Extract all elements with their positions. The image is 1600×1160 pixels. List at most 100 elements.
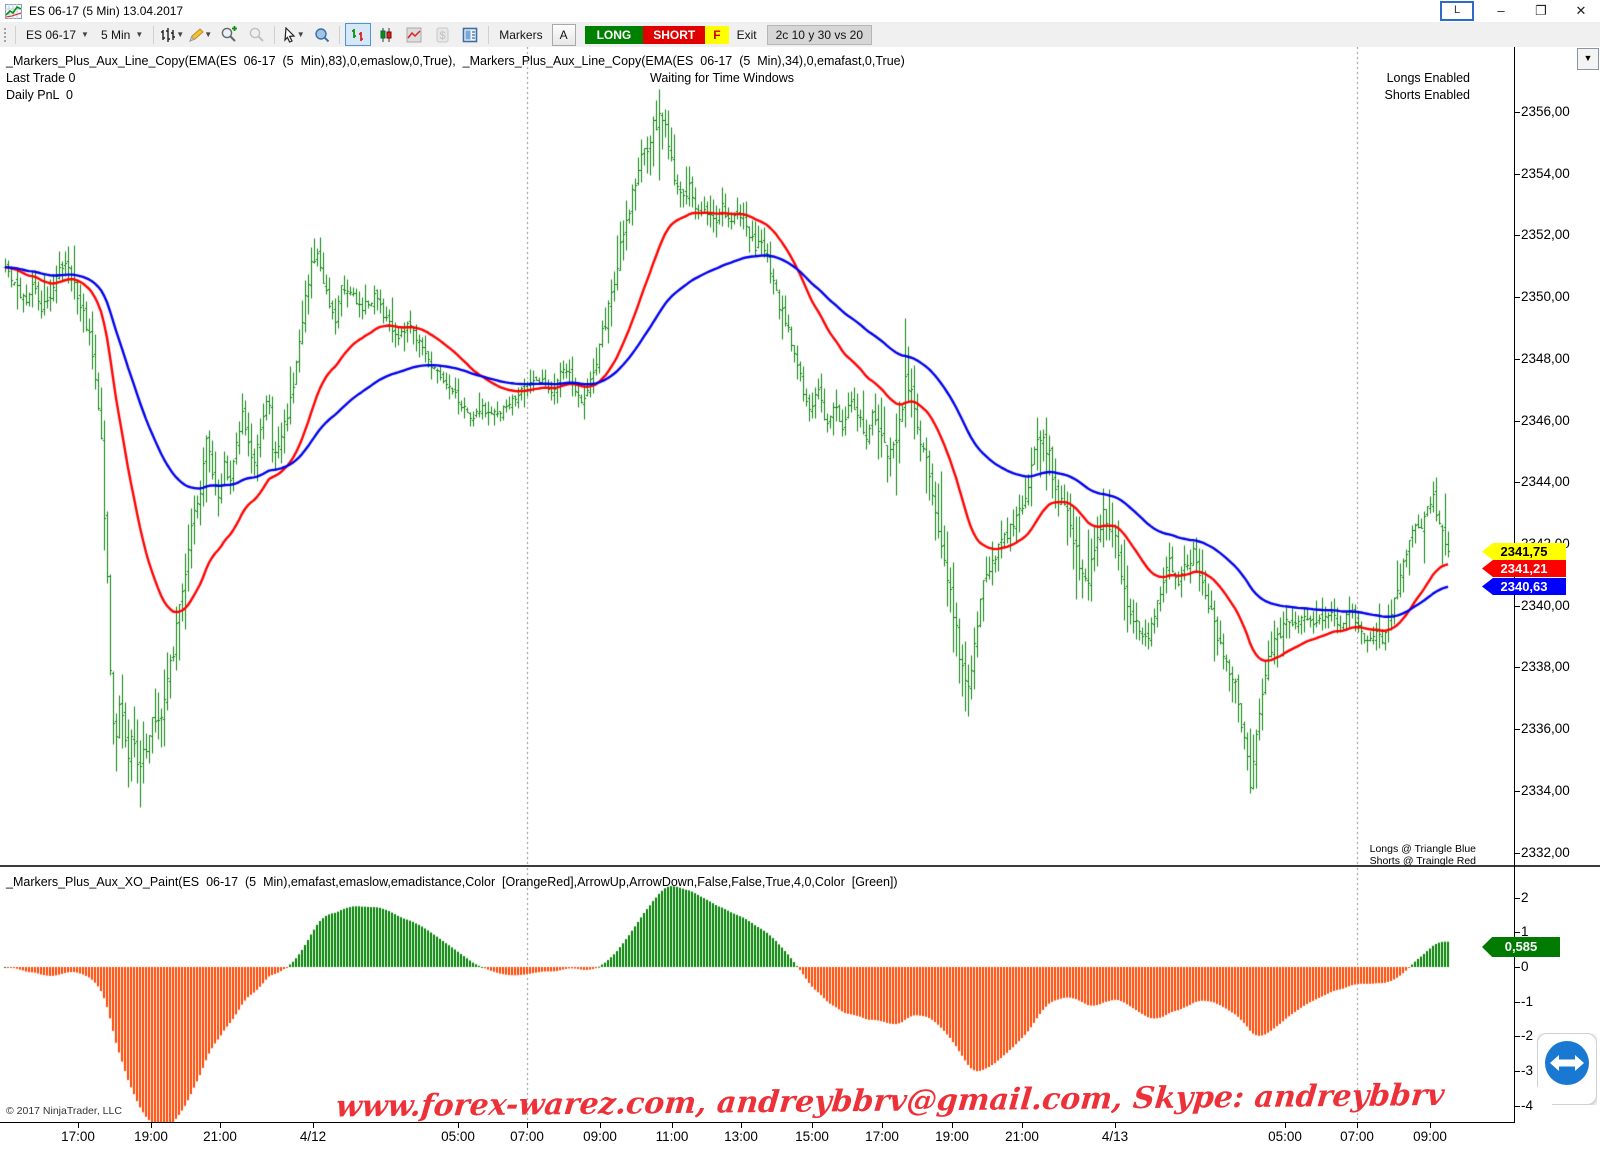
time-tick — [151, 1123, 152, 1128]
osc-tick — [1514, 1071, 1520, 1072]
legend-shorts: Shorts @ Traingle Red — [1369, 855, 1476, 867]
price-tick — [1514, 421, 1520, 422]
time-label: 13:00 — [724, 1129, 758, 1144]
osc-tick-label: 1 — [1521, 924, 1529, 939]
price-tick — [1514, 729, 1520, 730]
oscillator-panel[interactable] — [0, 868, 1514, 1122]
time-tick — [812, 1123, 813, 1128]
bar-style-icon — [161, 27, 176, 42]
time-tick — [882, 1123, 883, 1128]
chart-style-line-icon — [406, 27, 422, 42]
osc-tick-label: -1 — [1521, 994, 1534, 1009]
time-tick — [78, 1123, 79, 1128]
time-label: 07:00 — [1340, 1129, 1374, 1144]
interval-label: 5 Min — [100, 27, 131, 42]
time-label: 09:00 — [583, 1129, 617, 1144]
minimize-button[interactable]: – — [1497, 3, 1505, 18]
teamviewer-badge[interactable] — [1537, 1033, 1597, 1105]
osc-tick-label: 0 — [1521, 959, 1529, 974]
price-tick — [1514, 482, 1520, 483]
price-tick-label: 2352,00 — [1521, 227, 1570, 242]
separator — [339, 25, 341, 44]
price-tick-label: 2344,00 — [1521, 474, 1570, 489]
indicator-label-main: _Markers_Plus_Aux_Line_Copy(EMA(ES 06-17… — [6, 54, 905, 68]
instrument-dropdown[interactable]: ES 06-17 ▼ — [20, 26, 95, 44]
time-tick — [1430, 1123, 1431, 1128]
chart-style-bars-button[interactable] — [345, 23, 372, 46]
separator — [488, 25, 490, 44]
shorts-enabled-label: Shorts Enabled — [1384, 88, 1470, 102]
time-tick — [313, 1123, 314, 1128]
exit-label[interactable]: Exit — [736, 27, 757, 42]
separator — [15, 25, 16, 44]
zoom-out-button[interactable] — [243, 23, 269, 46]
price-tick — [1514, 667, 1520, 668]
short-button[interactable]: SHORT — [643, 25, 706, 44]
chart-style-candles-button[interactable] — [373, 23, 399, 46]
time-label: 21:00 — [203, 1129, 237, 1144]
price-tick-label: 2340,00 — [1521, 598, 1570, 613]
properties-button[interactable] — [457, 23, 483, 46]
window-title: ES 06-17 (5 Min) 13.04.2017 — [29, 4, 184, 18]
chart-style-candles-icon — [380, 27, 392, 42]
price-tick — [1514, 791, 1520, 792]
osc-tick — [1514, 967, 1520, 968]
price-tick-label: 2354,00 — [1521, 166, 1570, 181]
cursor-tool-button[interactable]: ▼ — [280, 23, 306, 46]
long-button[interactable]: LONG — [584, 25, 644, 44]
time-label: 21:00 — [1005, 1129, 1039, 1144]
chart-scroll-down-button[interactable]: ▼ — [1577, 48, 1599, 70]
price-tick-label: 2350,00 — [1521, 289, 1570, 304]
cursor-icon — [284, 26, 296, 43]
time-tick — [458, 1123, 459, 1128]
price-marker-last-price: 2341,75 — [1482, 543, 1566, 560]
restore-button[interactable]: ❐ — [1535, 3, 1547, 18]
chart-style-line-button[interactable] — [401, 23, 427, 46]
time-tick — [527, 1123, 528, 1128]
osc-tick — [1514, 1002, 1520, 1003]
osc-tick-label: -4 — [1521, 1098, 1534, 1113]
osc-tick-label: -2 — [1521, 1028, 1534, 1043]
longs-enabled-label: Longs Enabled — [1386, 71, 1470, 85]
layout-button[interactable]: L — [1440, 1, 1474, 21]
price-tick-label: 2356,00 — [1521, 104, 1570, 119]
interval-dropdown[interactable]: 5 Min ▼ — [95, 26, 149, 44]
drawing-pencil-icon — [189, 27, 204, 42]
price-tick — [1514, 606, 1520, 607]
dollar-button[interactable]: $ — [429, 23, 455, 46]
trade-size-button[interactable]: 2c 10 y 30 vs 20 — [766, 24, 873, 45]
time-tick — [952, 1123, 953, 1128]
data-box-button[interactable] — [308, 23, 334, 46]
zoom-in-icon — [221, 26, 237, 42]
chevron-down-icon: ▼ — [296, 30, 305, 39]
indicator-label-osc: _Markers_Plus_Aux_XO_Paint(ES 06-17 (5 M… — [6, 875, 898, 889]
osc-tick — [1514, 898, 1520, 899]
data-box-icon — [315, 28, 329, 43]
panel-divider[interactable] — [0, 865, 1600, 867]
time-tick — [600, 1123, 601, 1128]
price-marker-ema-slow-value: 2340,63 — [1482, 578, 1566, 595]
auto-button[interactable]: A — [551, 23, 576, 46]
daily-pnl-label: Daily PnL 0 — [6, 88, 73, 102]
time-tick — [672, 1123, 673, 1128]
price-marker-ema-fast-value: 2341,21 — [1482, 560, 1566, 577]
main-price-panel[interactable] — [0, 47, 1514, 865]
close-button[interactable]: ✕ — [1575, 3, 1587, 18]
time-tick — [741, 1123, 742, 1128]
time-label: 4/12 — [299, 1129, 327, 1144]
time-label: 07:00 — [510, 1129, 544, 1144]
teamviewer-arrows-icon — [1545, 1041, 1589, 1085]
price-tick — [1514, 235, 1520, 236]
flat-button[interactable]: F — [705, 25, 729, 44]
price-tick — [1514, 297, 1520, 298]
properties-icon — [462, 27, 478, 42]
legend-longs: Longs @ Triangle Blue — [1369, 843, 1476, 855]
toolbar-grip[interactable] — [3, 26, 7, 43]
zoom-in-button[interactable] — [215, 23, 241, 46]
dollar-icon: $ — [436, 27, 449, 42]
time-tick — [1022, 1123, 1023, 1128]
bar-style-button[interactable]: ▼ — [159, 23, 185, 46]
osc-value-marker: 0,585 — [1482, 937, 1560, 957]
price-tick-label: 2346,00 — [1521, 413, 1570, 428]
drawing-tools-button[interactable]: ▼ — [187, 23, 213, 46]
